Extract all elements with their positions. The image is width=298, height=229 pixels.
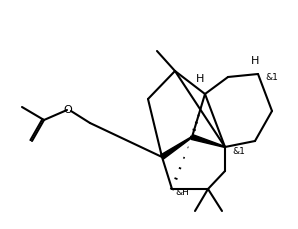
Polygon shape (191, 135, 225, 148)
Text: H: H (251, 56, 259, 66)
Text: &1: &1 (266, 72, 278, 81)
Text: O: O (64, 105, 72, 114)
Polygon shape (161, 137, 192, 159)
Text: &H: &H (175, 188, 189, 197)
Text: H: H (196, 74, 204, 84)
Text: &1: &1 (232, 146, 246, 155)
